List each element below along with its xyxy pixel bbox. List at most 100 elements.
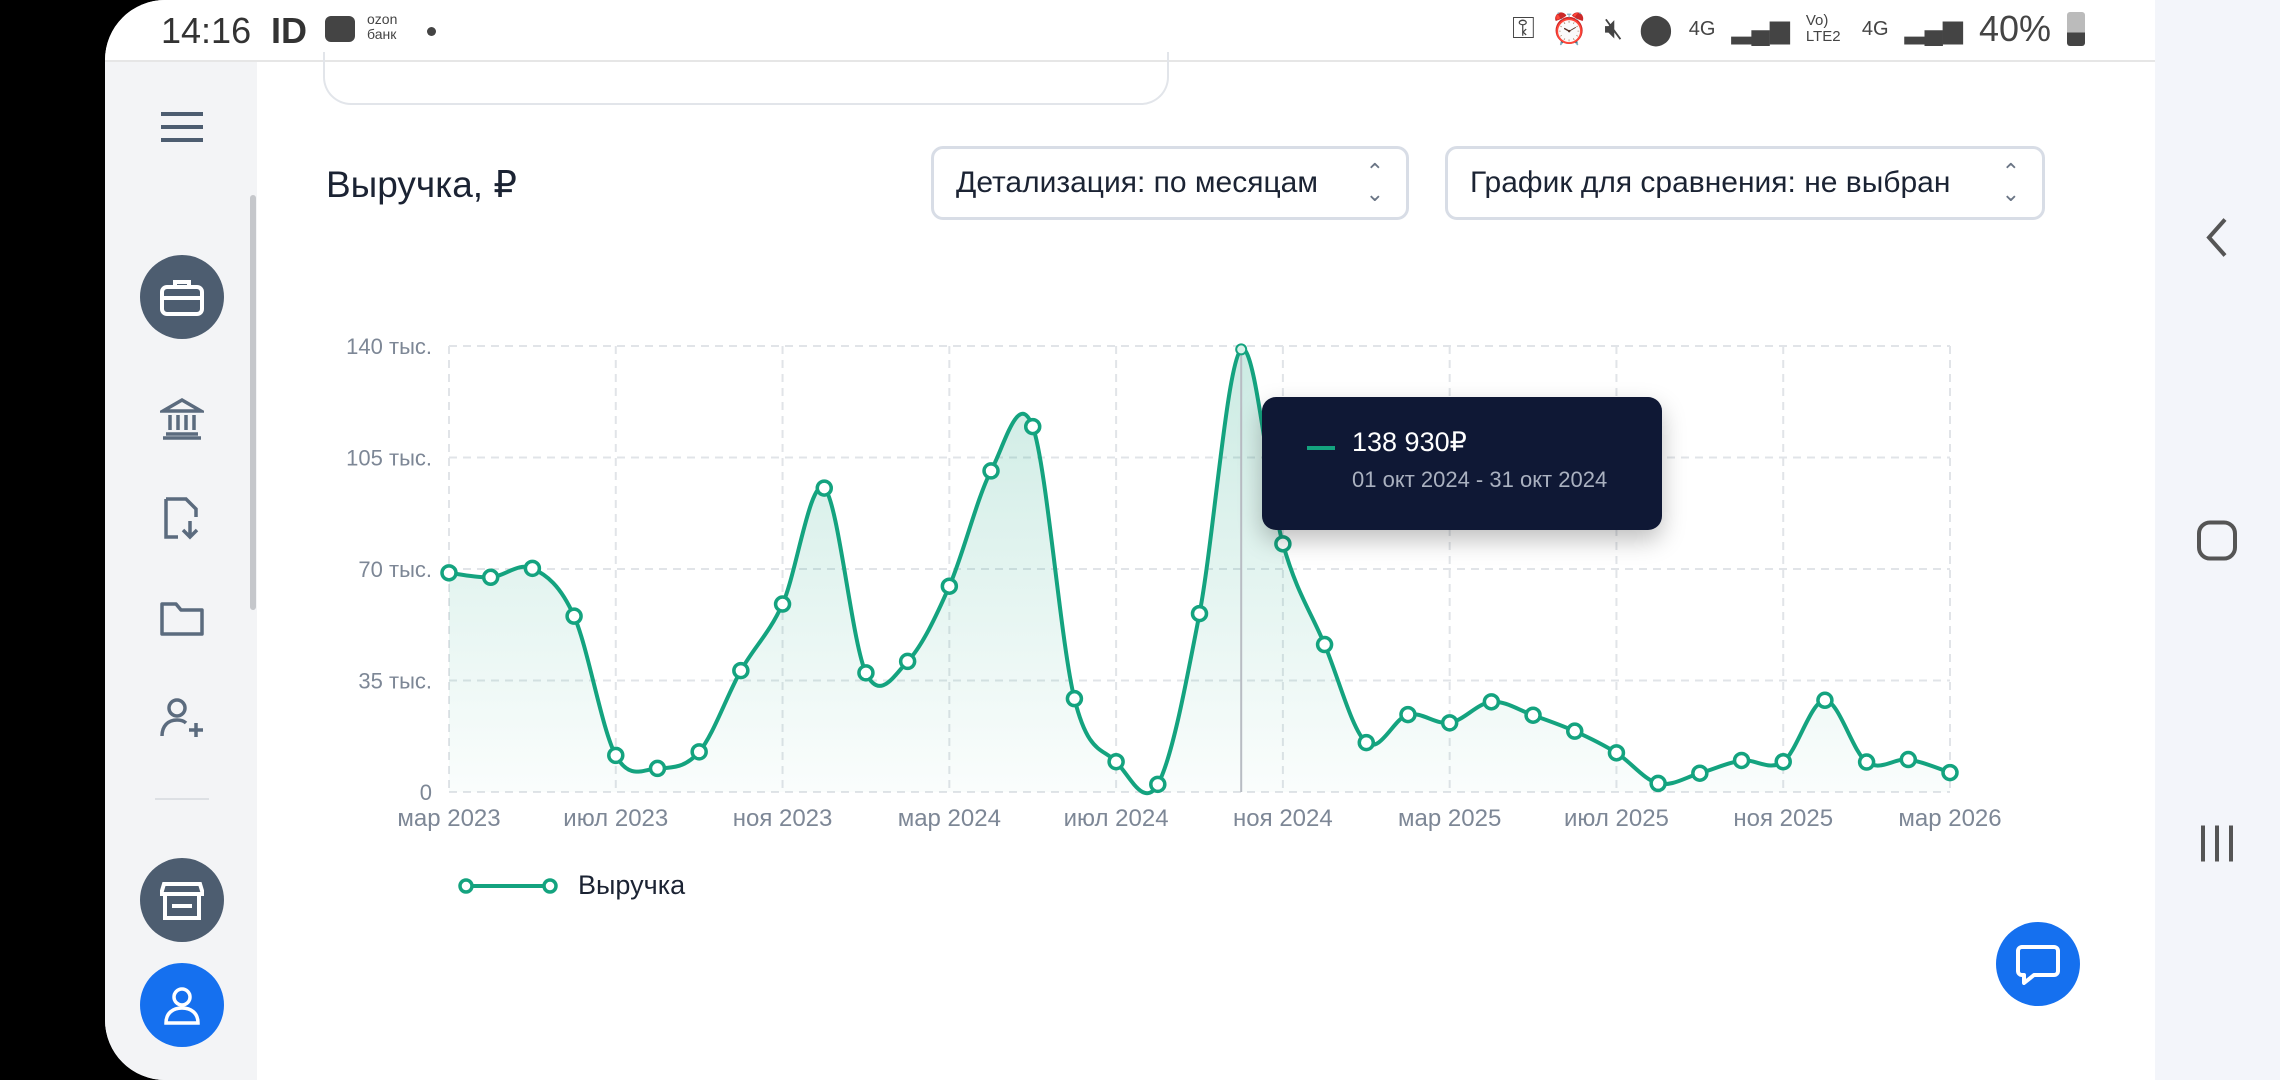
data-point [857,664,875,682]
network-4g: 4G [1688,17,1716,40]
data-point [1274,535,1292,553]
y-tick-label: 0 [420,780,432,805]
chart-legend[interactable]: Выручка [458,870,685,901]
document-download-icon[interactable] [162,495,202,549]
folder-icon[interactable] [159,598,205,646]
data-point [440,564,458,582]
data-point [1941,763,1959,782]
back-icon[interactable] [2205,216,2229,265]
alarm-icon: ⏰ [1550,12,1589,46]
data-point [481,568,500,587]
data-point [1315,635,1334,654]
network-4g-2: 4G [1861,17,1889,40]
chevron-updown-icon: ⌃ ⌄ [2001,159,2020,206]
x-tick-label: мар 2024 [898,805,1001,832]
sidebar-item-store[interactable] [140,858,224,942]
sidebar [105,62,257,1080]
revenue-chart[interactable]: 0 35 тыс. 70 тыс. 105 тыс. 140 тыс. мар 2023 и… [105,0,2155,1080]
battery-icon [2067,12,2085,46]
message-icon [325,16,355,42]
support-chat-button[interactable] [1996,922,2080,1006]
detail-select-value: Детализация: по месяцам [956,166,1318,199]
status-icons: ⚿ ⏰ 🔇︎ ⬤ 4G ▂▄▆ Vo) LTE2 4G ▂▄▆ 40% [1512,8,2085,50]
sidebar-item-profile[interactable] [140,963,224,1047]
status-bar: 14:16 ID ozon банк ⚿ ⏰ 🔇︎ ⬤ 4G ▂▄▆ Vo) L… [105,0,2155,62]
recents-icon[interactable] [2198,824,2236,869]
status-time: 14:16 [161,10,252,51]
home-icon[interactable] [2196,520,2238,567]
id-icon: ID [271,10,307,51]
data-point [1649,774,1667,793]
x-tick-label: мар 2026 [1898,805,2001,832]
tooltip-series-marker [1307,446,1335,450]
ozon-bank-icon: ozon банк [367,11,398,42]
battery-percent: 40% [1978,8,2051,49]
key-icon: ⚿ [1512,12,1535,45]
data-point [1190,604,1209,623]
data-point [607,746,625,765]
previous-card [323,52,1169,105]
x-tick-label: ноя 2025 [1733,805,1833,832]
location-icon: ⬤ [1639,12,1673,46]
x-tick-label: июл 2023 [563,805,668,832]
y-tick-label: 140 тыс. [346,334,432,359]
sidebar-scrollbar[interactable] [250,195,256,610]
detail-select[interactable]: Детализация: по месяцам ⌃ ⌄ [931,146,1409,220]
chevron-updown-icon: ⌃ ⌄ [1365,159,1384,206]
user-plus-icon[interactable] [159,696,205,748]
data-point [898,652,917,671]
store-icon [140,858,224,942]
compare-select-value: График для сравнения: не выбран [1470,166,1951,199]
data-point [1857,753,1876,771]
data-point [648,759,667,778]
signal-icon: ▂▄▆ [1731,13,1790,44]
data-point [690,743,708,761]
data-point [1107,752,1125,771]
legend-label: Выручка [578,870,686,900]
data-point [1482,693,1501,711]
data-point [732,661,750,680]
volte-icon: Vo) LTE2 [1805,12,1841,45]
series-area [449,348,1950,794]
chat-icon [2016,945,2060,985]
legend-line-icon [458,877,558,894]
data-point [1149,775,1167,794]
data-point [815,479,833,497]
data-point [1065,689,1084,708]
data-point [1524,706,1542,724]
data-point [940,577,959,595]
menu-icon[interactable] [161,108,203,152]
app-screen: 14:16 ID ozon банк ⚿ ⏰ 🔇︎ ⬤ 4G ▂▄▆ Vo) L… [105,0,2155,1080]
y-tick-label: 70 тыс. [358,557,432,582]
bank-icon[interactable] [156,396,208,448]
user-icon [140,963,224,1047]
main-content: Выручка, ₽ Детализация: по месяцам ⌃ ⌄ Гр… [257,52,2112,1080]
data-point [1399,705,1417,724]
data-point [523,559,542,578]
x-tick-label: мар 2025 [1398,805,1501,832]
y-tick-label: 35 тыс. [358,669,432,694]
data-point [1440,714,1459,732]
data-point [1691,764,1709,782]
mute-icon: 🔇︎ [1604,12,1624,45]
page-title: Выручка, ₽ [326,164,517,205]
data-point [982,462,1000,480]
data-point [565,607,583,625]
tooltip-period: 01 окт 2024 - 31 окт 2024 [1352,467,1608,492]
data-point [773,595,792,613]
compare-select[interactable]: График для сравнения: не выбран ⌃ ⌄ [1445,146,2045,220]
data-point [1357,733,1376,752]
x-tick-label: ноя 2023 [733,805,833,832]
x-tick-label: мар 2023 [397,805,500,832]
notification-dot-icon [427,27,436,36]
data-point [1607,744,1626,762]
sidebar-divider [155,798,209,800]
signal-icon-2: ▂▄▆ [1904,13,1963,44]
y-tick-label: 105 тыс. [346,446,432,471]
sidebar-item-business[interactable] [140,255,224,339]
data-point [1899,750,1918,769]
x-tick-label: июл 2024 [1064,805,1169,832]
x-tick-label: июл 2025 [1564,805,1669,832]
data-point [1235,343,1248,356]
briefcase-icon [140,255,224,339]
